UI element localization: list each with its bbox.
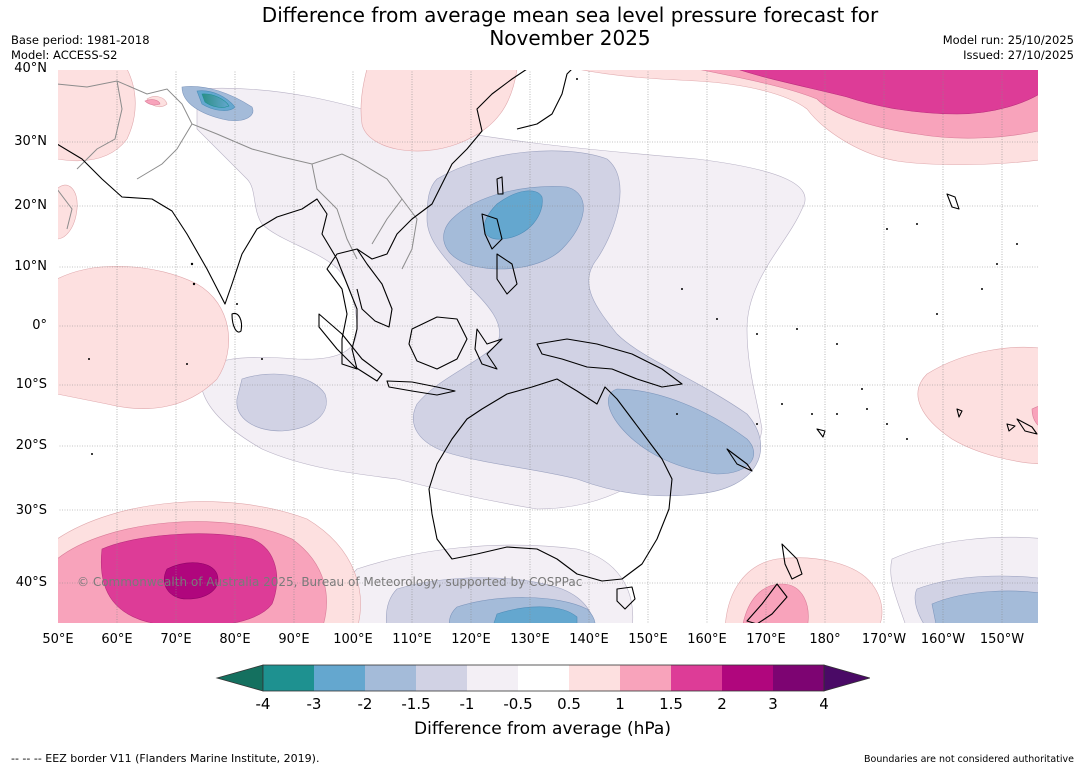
lat-label-10n: 10°N — [14, 259, 47, 274]
lat-label-40s: 40°S — [15, 575, 47, 590]
colorbar-segment — [620, 665, 671, 691]
lon-label-90e: 90°E — [278, 632, 310, 647]
colorbar-tick-4: 4 — [819, 695, 829, 713]
lat-label-20s: 20°S — [15, 438, 47, 453]
colorbar-frame — [262, 664, 825, 692]
lon-label-170e: 170°E — [746, 632, 786, 647]
lon-label-50e: 50°E — [42, 632, 74, 647]
metadata-right: Model run: 25/10/2025 Issued: 27/10/2025 — [943, 33, 1074, 63]
lat-label-20n: 20°N — [14, 198, 47, 213]
lon-label-140e: 140°E — [569, 632, 609, 647]
colorbar-tick-neg1.5: -1.5 — [401, 695, 431, 713]
model-run: Model run: 25/10/2025 — [942, 33, 1074, 47]
colorbar-tick-0.5: 0.5 — [557, 695, 581, 713]
lon-label-120e: 120°E — [451, 632, 491, 647]
metadata-left: Base period: 1981-2018 Model: ACCESS-S2 — [11, 33, 150, 63]
colorbar-segment — [263, 665, 314, 691]
lon-label-160w: 160°W — [920, 632, 966, 647]
colorbar-over-arrow — [823, 664, 870, 692]
lon-label-80e: 80°E — [219, 632, 251, 647]
boundary-disclaimer: Boundaries are not considered authoritat… — [864, 754, 1074, 765]
colorbar-under-arrow — [215, 664, 264, 692]
lon-label-170w: 170°W — [861, 632, 907, 647]
colorbar — [215, 664, 870, 692]
country-borders — [57, 80, 418, 270]
title-line-2: November 2025 — [489, 26, 651, 50]
lat-label-30n: 30°N — [14, 134, 47, 149]
title-line-1: Difference from average mean sea level p… — [261, 3, 879, 27]
lat-label-10s: 10°S — [15, 377, 47, 392]
colorbar-tick-1: 1 — [615, 695, 625, 713]
anomaly-neg-2 — [196, 90, 578, 624]
colorbar-segment — [722, 665, 773, 691]
map-frame — [57, 69, 1039, 624]
base-period: Base period: 1981-2018 — [11, 33, 150, 47]
coastlines — [57, 69, 1038, 624]
lon-label-180: 180° — [809, 632, 841, 647]
island-dots — [88, 78, 1018, 455]
map-title: Difference from average mean sea level p… — [200, 4, 940, 50]
colorbar-tick-neg0.5: -0.5 — [503, 695, 533, 713]
colorbar-tick-neg3: -3 — [306, 695, 322, 713]
colorbar-segment — [416, 665, 467, 691]
lon-label-130e: 130°E — [510, 632, 550, 647]
colorbar-tick-neg2: -2 — [357, 695, 373, 713]
colorbar-segment — [773, 665, 824, 691]
colorbar-tick-neg1: -1 — [459, 695, 475, 713]
colorbar-segment — [314, 665, 365, 691]
colorbar-tick-2: 2 — [717, 695, 727, 713]
colorbar-segment — [518, 665, 569, 691]
lon-label-100e: 100°E — [333, 632, 373, 647]
lon-label-110e: 110°E — [392, 632, 432, 647]
lon-label-150e: 150°E — [628, 632, 668, 647]
eez-legend: -- -- -- EEZ border V11 (Flanders Marine… — [11, 752, 320, 765]
colorbar-segment — [671, 665, 722, 691]
model-name: Model: ACCESS-S2 — [11, 48, 118, 62]
copyright-watermark: © Commonwealth of Australia 2025, Bureau… — [77, 575, 582, 589]
anomaly-neg-3 — [201, 93, 230, 108]
lon-label-60e: 60°E — [101, 632, 133, 647]
lon-label-70e: 70°E — [160, 632, 192, 647]
colorbar-tick-neg4: -4 — [255, 695, 271, 713]
anomaly-pos-2 — [163, 562, 219, 600]
colorbar-segment — [365, 665, 416, 691]
lon-label-150w: 150°W — [979, 632, 1025, 647]
lon-label-160e: 160°E — [687, 632, 727, 647]
colorbar-tick-3: 3 — [768, 695, 778, 713]
colorbar-segment — [467, 665, 518, 691]
colorbar-tick-1.5: 1.5 — [659, 695, 683, 713]
pressure-anomaly-map: © Commonwealth of Australia 2025, Bureau… — [57, 69, 1039, 624]
lat-label-40n: 40°N — [14, 61, 47, 76]
issued-date: Issued: 27/10/2025 — [963, 48, 1074, 62]
lat-label-0: 0° — [32, 318, 47, 333]
colorbar-segment — [569, 665, 620, 691]
lat-label-30s: 30°S — [15, 503, 47, 518]
colorbar-title: Difference from average (hPa) — [414, 719, 671, 739]
graticule — [57, 69, 1039, 624]
